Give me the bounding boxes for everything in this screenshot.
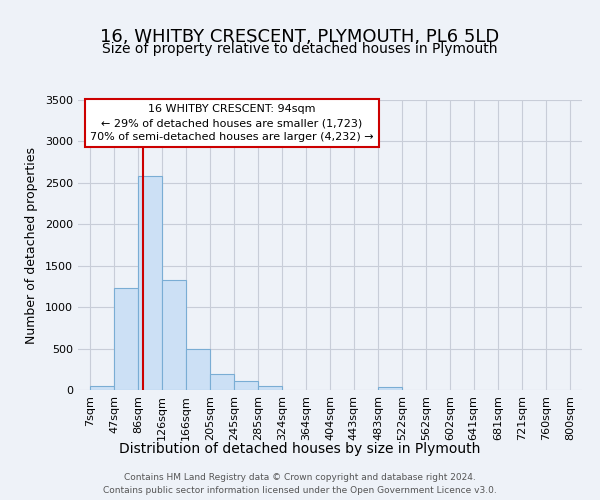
Bar [187,348,210,390]
Text: Distribution of detached houses by size in Plymouth: Distribution of detached houses by size … [119,442,481,456]
Bar [210,374,234,390]
Bar [234,381,259,390]
Text: 16, WHITBY CRESCENT, PLYMOUTH, PL6 5LD: 16, WHITBY CRESCENT, PLYMOUTH, PL6 5LD [100,28,500,46]
Bar [259,386,282,390]
Bar [162,280,187,390]
Bar [378,387,401,390]
Text: 16 WHITBY CRESCENT: 94sqm
← 29% of detached houses are smaller (1,723)
70% of se: 16 WHITBY CRESCENT: 94sqm ← 29% of detac… [90,104,374,142]
Bar [138,176,162,390]
Bar [90,386,115,390]
Text: Contains HM Land Registry data © Crown copyright and database right 2024.: Contains HM Land Registry data © Crown c… [124,472,476,482]
Bar [115,288,138,390]
Text: Size of property relative to detached houses in Plymouth: Size of property relative to detached ho… [102,42,498,56]
Text: Contains public sector information licensed under the Open Government Licence v3: Contains public sector information licen… [103,486,497,495]
Y-axis label: Number of detached properties: Number of detached properties [25,146,38,344]
